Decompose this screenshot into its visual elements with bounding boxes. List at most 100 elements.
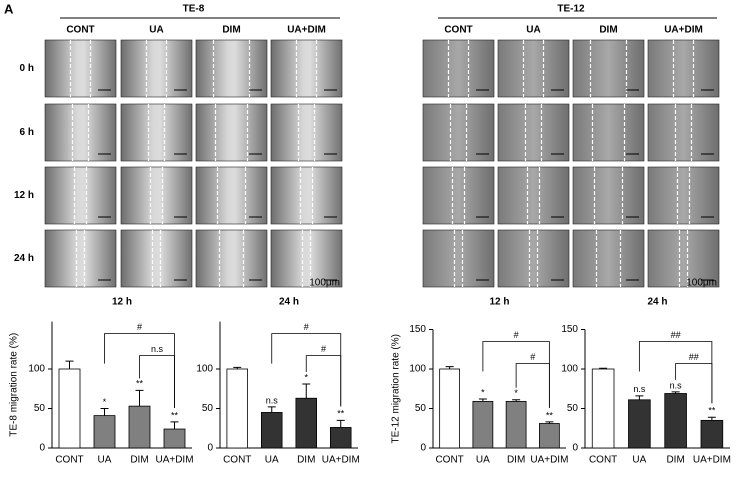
y-tick-label: 100 <box>196 364 213 375</box>
bar <box>93 415 116 449</box>
panel-label: A <box>4 1 14 16</box>
micrograph <box>422 39 495 98</box>
error-bar <box>233 366 242 369</box>
x-tick-label: UA <box>632 455 646 466</box>
y-tick-label: 50 <box>202 403 214 414</box>
micrograph <box>572 39 645 98</box>
bar <box>128 405 151 449</box>
bracket-label: ## <box>671 330 681 340</box>
significance: * <box>481 387 485 397</box>
y-tick-label: 100 <box>28 364 45 375</box>
scale-label: 100μm <box>686 278 717 289</box>
significance: n.s <box>633 384 646 394</box>
micrograph <box>647 229 720 288</box>
y-tick-label: 50 <box>567 403 579 414</box>
y-tick-label: 100 <box>409 364 426 375</box>
error-bar <box>100 408 109 416</box>
row-label: 6 h <box>20 127 34 138</box>
bar <box>628 399 651 449</box>
significance: ** <box>708 406 716 416</box>
micrograph <box>195 166 268 225</box>
micrograph <box>572 229 645 288</box>
significance: * <box>103 397 107 407</box>
x-tick-label: UA <box>98 455 112 466</box>
column-label: UA <box>526 25 540 36</box>
chart-title: 24 h <box>647 297 667 308</box>
error-bar <box>445 366 454 369</box>
micrograph <box>44 229 117 288</box>
chart-title: 12 h <box>112 297 132 308</box>
micrograph <box>422 103 495 162</box>
significance: * <box>514 388 518 398</box>
micrograph <box>120 39 193 98</box>
row-label: 12 h <box>14 190 34 201</box>
micrograph <box>497 103 570 162</box>
micrograph <box>195 229 268 288</box>
x-tick-label: UA+DIM <box>530 455 568 466</box>
bar <box>58 368 81 449</box>
error-bar <box>599 367 608 369</box>
column-label: UA <box>149 25 163 36</box>
bracket-label: # <box>321 344 326 354</box>
x-tick-label: DIM <box>297 455 315 466</box>
micrograph <box>270 39 343 98</box>
y-axis-label: TE-8 migration rate (%) <box>9 333 20 437</box>
micrograph <box>270 229 343 288</box>
x-tick-label: UA+DIM <box>322 455 360 466</box>
bar <box>664 393 687 449</box>
column-label: DIM <box>599 25 617 36</box>
scale-label: 100μm <box>309 278 340 289</box>
error-bar <box>512 399 521 402</box>
significance: ** <box>136 379 144 389</box>
column-label: CONT <box>66 25 94 36</box>
y-tick-label: 150 <box>561 324 578 335</box>
bracket-label: # <box>530 352 535 362</box>
group-title: TE-8 <box>183 4 205 15</box>
micrograph <box>120 166 193 225</box>
x-tick-label: DIM <box>666 455 684 466</box>
error-bar <box>267 406 276 413</box>
bracket-label: # <box>137 322 142 332</box>
micrograph <box>120 103 193 162</box>
significance: ** <box>546 410 554 420</box>
micrograph <box>270 103 343 162</box>
error-bar <box>65 360 74 369</box>
bar <box>700 419 724 449</box>
micrograph <box>647 166 720 225</box>
chart-title: 24 h <box>279 297 299 308</box>
error-bar <box>135 389 144 407</box>
error-bar <box>545 421 554 424</box>
bar <box>591 368 615 449</box>
row-label: 24 h <box>14 253 34 264</box>
significance: n.s <box>670 380 683 390</box>
error-bar <box>170 421 179 430</box>
micrograph <box>270 166 343 225</box>
error-bar <box>635 395 644 400</box>
significance: * <box>304 372 308 382</box>
bracket <box>305 355 342 407</box>
micrograph <box>422 166 495 225</box>
significance: n.s <box>266 395 279 405</box>
x-tick-label: UA+DIM <box>693 455 731 466</box>
y-tick-label: 150 <box>409 324 426 335</box>
x-tick-label: DIM <box>130 455 148 466</box>
y-tick-label: 0 <box>572 443 578 454</box>
bracket-label: ## <box>689 352 699 362</box>
significance: ** <box>337 409 345 419</box>
y-tick-label: 0 <box>420 443 426 454</box>
bar <box>329 427 352 449</box>
bar <box>295 397 317 449</box>
micrograph <box>497 229 570 288</box>
y-tick-label: 100 <box>561 364 578 375</box>
bracket-label: # <box>304 322 309 332</box>
micrograph <box>572 103 645 162</box>
y-tick-label: 0 <box>39 443 45 454</box>
x-tick-label: UA <box>265 455 279 466</box>
x-tick-label: CONT <box>589 455 617 466</box>
bracket-label: n.s <box>151 344 164 354</box>
row-label: 0 h <box>20 63 34 74</box>
x-tick-label: CONT <box>435 455 463 466</box>
bracket <box>515 363 550 408</box>
error-bar <box>302 383 311 399</box>
